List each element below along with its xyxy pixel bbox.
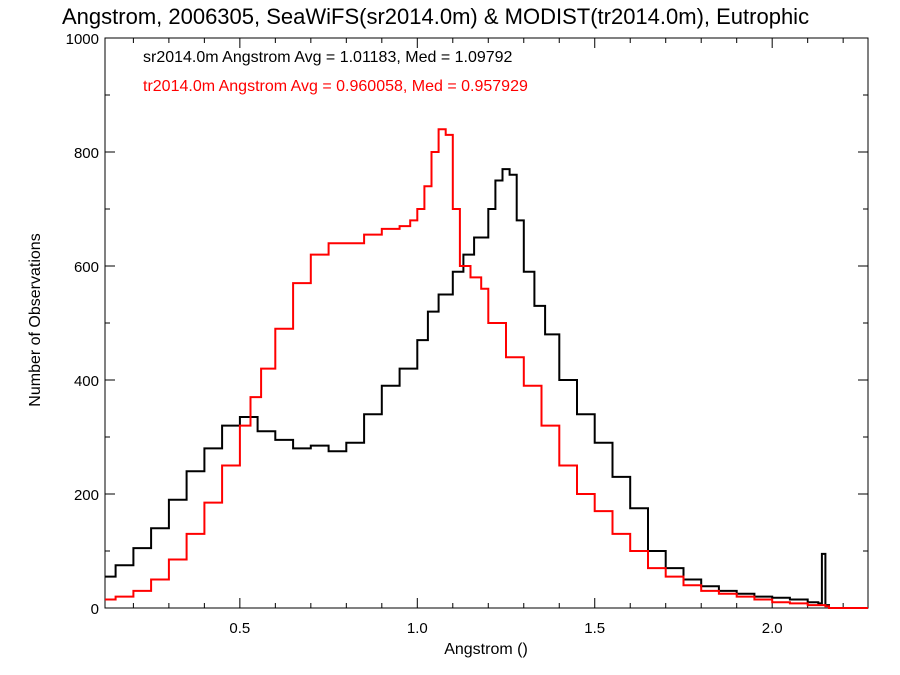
annotation-sr2014: sr2014.0m Angstrom Avg = 1.01183, Med = …: [143, 49, 513, 66]
y-tick-label: 1000: [66, 31, 99, 48]
y-tick-label: 0: [91, 601, 99, 618]
x-tick-label: 0.5: [229, 620, 250, 637]
x-axis-label: Angstrom (): [444, 641, 528, 658]
y-axis-label: Number of Observations: [27, 233, 44, 406]
x-tick-label: 2.0: [762, 620, 783, 637]
y-tick-label: 400: [74, 373, 99, 390]
chart-title: Angstrom, 2006305, SeaWiFS(sr2014.0m) & …: [62, 4, 809, 29]
axis-ticks: [105, 37, 868, 609]
x-tick-label: 1.0: [407, 620, 428, 637]
x-tick-label: 1.5: [584, 620, 605, 637]
series-0-line: [105, 168, 868, 609]
y-tick-label: 600: [74, 259, 99, 276]
tick-labels: 0.5 1.0 1.5 2.0 0 200 400 600 800 1000: [66, 31, 783, 637]
series-layer: [105, 128, 868, 609]
annotation-tr2014: tr2014.0m Angstrom Avg = 0.960058, Med =…: [143, 78, 528, 95]
series-1-line: [105, 128, 868, 609]
y-tick-label: 200: [74, 487, 99, 504]
plot-frame: [104, 37, 869, 609]
y-tick-label: 800: [74, 145, 99, 162]
